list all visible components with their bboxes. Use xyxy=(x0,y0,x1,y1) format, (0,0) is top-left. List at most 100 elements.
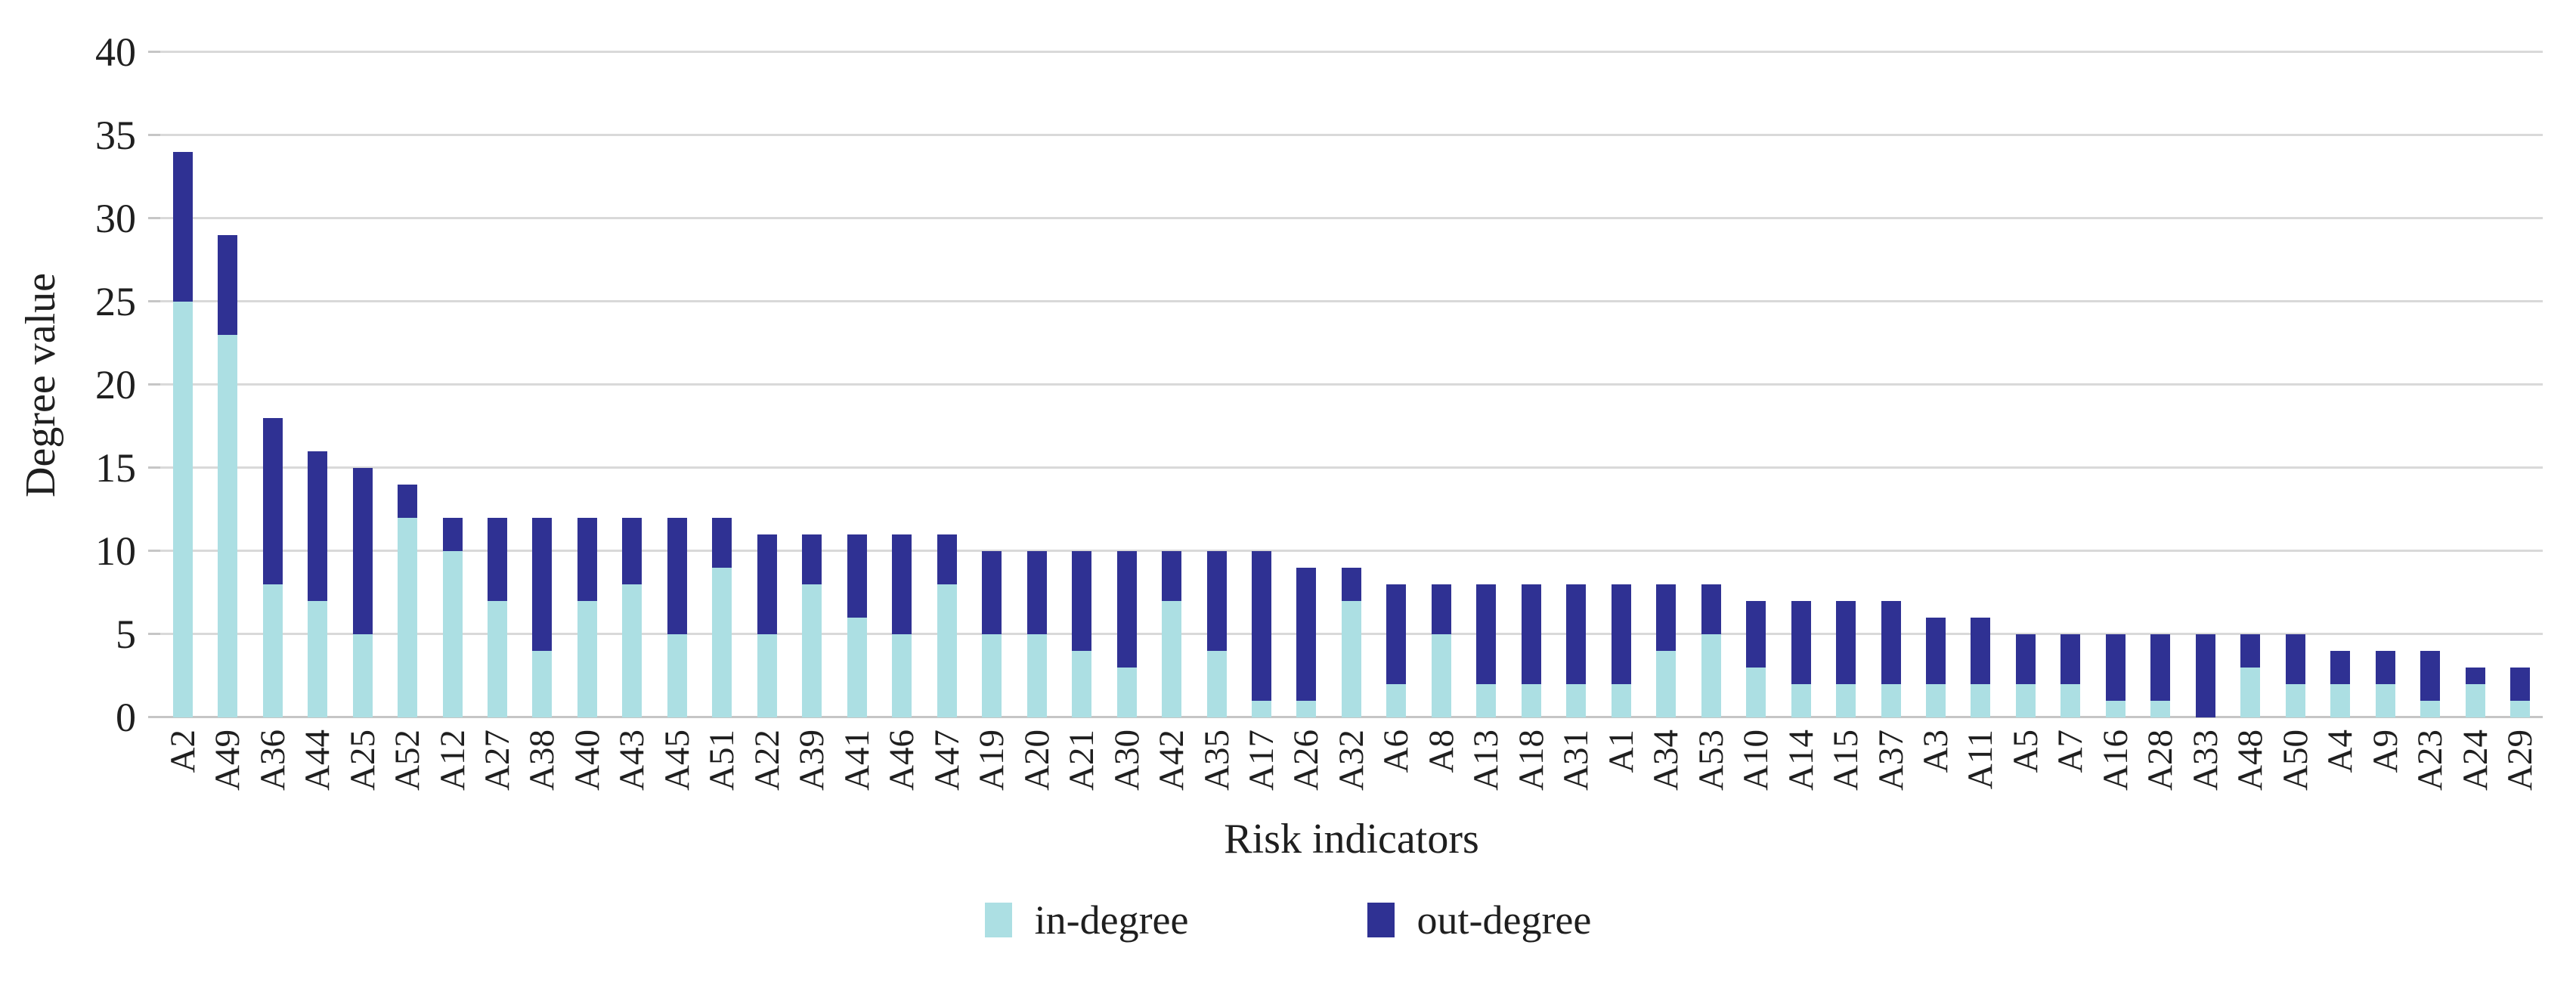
bar-A16 xyxy=(2105,634,2126,717)
x-tick-label-A49: A49 xyxy=(208,730,248,795)
x-axis-title: Risk indicators xyxy=(1224,816,1479,863)
y-tick-label-30: 30 xyxy=(95,196,136,241)
bar-slot-A39: A39 xyxy=(790,52,834,791)
bar-A13-in-degree-segment xyxy=(1476,684,1497,717)
bar-slot-A9: A9 xyxy=(2363,52,2407,773)
y-tick-label-10: 10 xyxy=(95,528,136,574)
bar-A38 xyxy=(532,518,553,717)
bar-A52-in-degree-segment xyxy=(398,518,418,717)
bar-slot-A13: A13 xyxy=(1464,52,1509,791)
x-tick-label-text: A32 xyxy=(1331,730,1371,791)
bar-A25-in-degree-segment xyxy=(352,634,373,717)
x-tick-label-A23: A23 xyxy=(2410,730,2451,795)
bar-A22-out-degree-segment xyxy=(757,534,777,634)
x-tick-label-text: A9 xyxy=(2365,730,2405,773)
bar-slot-A42: A42 xyxy=(1149,52,1194,791)
x-tick-label-text: A46 xyxy=(882,730,922,791)
bar-slot-A28: A28 xyxy=(2138,52,2183,791)
bar-A6-in-degree-segment xyxy=(1386,684,1407,717)
bar-A42 xyxy=(1162,551,1182,717)
bar-A23-in-degree-segment xyxy=(2420,701,2441,717)
y-tick-label-40: 40 xyxy=(95,29,136,75)
bar-slot-A50: A50 xyxy=(2273,52,2317,791)
bar-A12-in-degree-segment xyxy=(442,551,463,717)
y-tick-mark xyxy=(148,300,160,302)
bar-A1-in-degree-segment xyxy=(1611,684,1631,717)
bar-A12 xyxy=(442,518,463,717)
bar-A6-out-degree-segment xyxy=(1386,584,1407,684)
y-tick-mark xyxy=(148,383,160,386)
bar-A26 xyxy=(1296,568,1317,717)
x-tick-label-text: A21 xyxy=(1062,730,1102,791)
x-tick-label-text: A51 xyxy=(702,730,742,791)
bar-A21 xyxy=(1072,551,1092,717)
bar-A8-out-degree-segment xyxy=(1431,584,1451,634)
bar-A40-in-degree-segment xyxy=(577,601,597,717)
bar-A5-in-degree-segment xyxy=(2015,684,2036,717)
bar-A37-out-degree-segment xyxy=(1881,601,1901,684)
bar-A33-out-degree-segment xyxy=(2195,634,2215,717)
bar-slot-A45: A45 xyxy=(655,52,699,791)
bar-slot-A44: A44 xyxy=(295,52,339,791)
x-tick-label-text: A39 xyxy=(792,730,832,791)
bar-A16-in-degree-segment xyxy=(2105,701,2126,717)
x-tick-label-A25: A25 xyxy=(343,730,382,795)
x-tick-label-text: A45 xyxy=(657,730,697,791)
bar-slot-A4: A4 xyxy=(2318,52,2363,773)
bar-A7-out-degree-segment xyxy=(2060,634,2081,684)
y-tick-mark xyxy=(148,633,160,635)
bar-A36-out-degree-segment xyxy=(262,418,283,584)
x-tick-label-text: A30 xyxy=(1107,730,1147,791)
bar-A2-out-degree-segment xyxy=(172,152,193,302)
bar-slot-A2: A2 xyxy=(160,52,205,773)
bar-slot-A17: A17 xyxy=(1239,52,1283,791)
bar-slot-A7: A7 xyxy=(2048,52,2093,773)
x-tick-label-text: A49 xyxy=(208,730,248,791)
bar-A45 xyxy=(667,518,687,717)
x-tick-label-A15: A15 xyxy=(1826,730,1865,795)
bar-slot-A38: A38 xyxy=(520,52,565,791)
bar-A27-in-degree-segment xyxy=(488,601,508,717)
bar-A28-in-degree-segment xyxy=(2150,701,2171,717)
bar-A23-out-degree-segment xyxy=(2420,651,2441,701)
bar-A20-out-degree-segment xyxy=(1026,551,1047,634)
x-tick-label-A8: A8 xyxy=(1422,730,1461,776)
bar-slot-A16: A16 xyxy=(2093,52,2138,791)
bar-A43-out-degree-segment xyxy=(622,518,642,584)
bar-slot-A3: A3 xyxy=(1913,52,1958,773)
bar-A29-in-degree-segment xyxy=(2510,701,2531,717)
x-tick-label-A37: A37 xyxy=(1872,730,1911,795)
x-tick-label-A50: A50 xyxy=(2276,730,2315,795)
bar-A41-out-degree-segment xyxy=(847,534,867,618)
bar-A40-out-degree-segment xyxy=(577,518,597,601)
x-tick-label-A20: A20 xyxy=(1017,730,1057,795)
bar-A29-out-degree-segment xyxy=(2510,668,2531,701)
bar-A24 xyxy=(2465,668,2485,717)
bar-A9-in-degree-segment xyxy=(2375,684,2395,717)
bar-A43 xyxy=(622,518,642,717)
bar-A37 xyxy=(1881,601,1901,717)
bar-A16-out-degree-segment xyxy=(2105,634,2126,701)
x-tick-label-text: A43 xyxy=(612,730,652,791)
bar-A51-out-degree-segment xyxy=(712,518,732,568)
bar-A5-out-degree-segment xyxy=(2015,634,2036,684)
x-tick-label-A16: A16 xyxy=(2095,730,2135,795)
y-tick-mark xyxy=(148,466,160,469)
bar-A36 xyxy=(262,418,283,717)
x-tick-label-text: A2 xyxy=(163,730,203,773)
x-tick-label-A1: A1 xyxy=(1602,730,1641,776)
bar-A15-out-degree-segment xyxy=(1836,601,1856,684)
x-tick-label-text: A16 xyxy=(2095,730,2135,791)
legend-swatch-out-degree-icon xyxy=(1367,903,1395,937)
bar-A15-in-degree-segment xyxy=(1836,684,1856,717)
x-tick-label-A29: A29 xyxy=(2500,730,2540,795)
bar-A24-in-degree-segment xyxy=(2465,684,2485,717)
bar-A10 xyxy=(1746,601,1766,717)
bar-A27-out-degree-segment xyxy=(488,518,508,601)
x-tick-label-text: A23 xyxy=(2410,730,2451,791)
bar-slot-A52: A52 xyxy=(385,52,429,791)
x-tick-label-A28: A28 xyxy=(2141,730,2180,795)
x-tick-label-text: A33 xyxy=(2185,730,2225,791)
bar-slot-A12: A12 xyxy=(430,52,475,791)
bar-A14 xyxy=(1791,601,1811,717)
